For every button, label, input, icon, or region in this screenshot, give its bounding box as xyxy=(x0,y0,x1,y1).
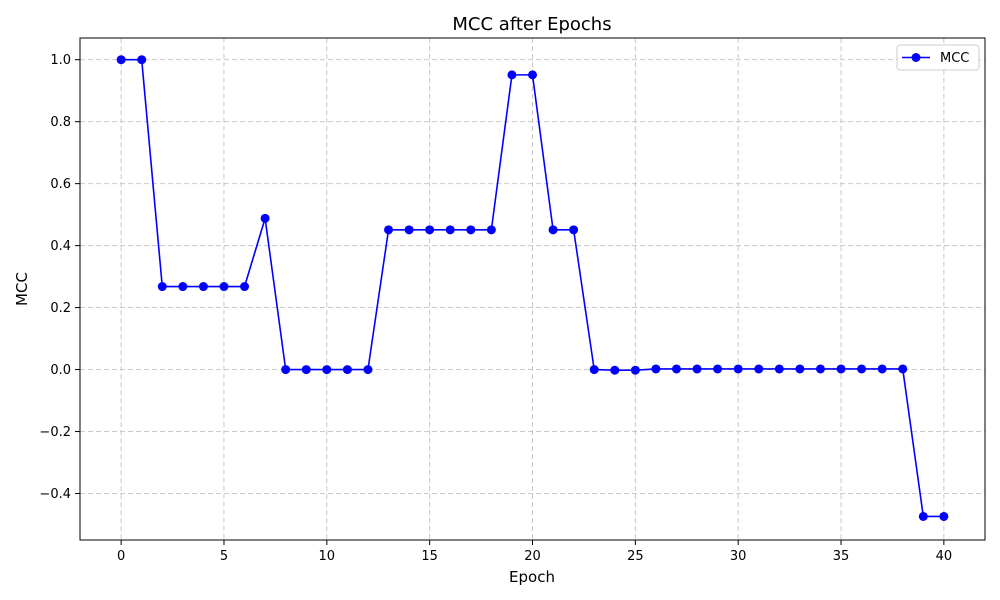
data-point xyxy=(857,364,867,374)
x-tick-label: 5 xyxy=(220,549,228,564)
data-point xyxy=(116,55,126,65)
data-point xyxy=(589,365,599,375)
data-point xyxy=(342,365,352,375)
series-mcc xyxy=(116,55,949,521)
data-point xyxy=(610,365,620,375)
data-point xyxy=(569,225,579,235)
data-point xyxy=(363,365,373,375)
data-point xyxy=(630,365,640,375)
data-point xyxy=(137,55,147,65)
data-point xyxy=(528,70,537,80)
data-point xyxy=(219,282,229,292)
data-point xyxy=(157,282,167,292)
x-tick-label: 30 xyxy=(730,549,747,564)
data-point xyxy=(178,282,188,292)
data-point xyxy=(815,364,825,374)
data-point xyxy=(198,282,208,292)
y-tick-label: 0.2 xyxy=(50,301,71,316)
data-point xyxy=(445,225,455,235)
data-point xyxy=(713,364,723,374)
data-point xyxy=(754,364,764,374)
x-tick-label: 20 xyxy=(524,549,541,564)
data-point xyxy=(425,225,435,235)
legend-label-mcc: MCC xyxy=(940,51,969,66)
chart-title: MCC after Epochs xyxy=(452,14,611,35)
x-tick-label: 15 xyxy=(421,549,438,564)
y-axis-label: MCC xyxy=(13,272,31,306)
data-point xyxy=(322,365,332,375)
data-point xyxy=(836,364,846,374)
data-point xyxy=(404,225,414,235)
x-tick-label: 25 xyxy=(627,549,644,564)
y-tick-label: 0.6 xyxy=(50,177,71,192)
y-tick-label: 0.4 xyxy=(50,239,71,254)
legend-marker-mcc xyxy=(911,53,921,62)
axis-ticks: 0 5 10 15 20 25 30 35 40 −0.4 −0.2 0.0 0.2 0.4 0.6 0.8 1… xyxy=(39,53,952,564)
data-point xyxy=(486,225,496,235)
data-point xyxy=(651,364,661,374)
y-tick-label: 0.0 xyxy=(50,363,71,378)
data-point xyxy=(281,365,291,375)
data-point xyxy=(898,364,908,374)
data-point xyxy=(795,364,805,374)
x-tick-label: 35 xyxy=(833,549,850,564)
plot-frame xyxy=(79,37,986,541)
data-point xyxy=(548,225,558,235)
x-axis-label: Epoch xyxy=(509,568,555,586)
data-point xyxy=(774,364,784,374)
data-point xyxy=(301,365,311,375)
data-point xyxy=(692,364,702,374)
x-tick-label: 10 xyxy=(319,549,336,564)
y-tick-label: 1.0 xyxy=(50,53,71,68)
legend: MCC xyxy=(896,44,980,71)
data-point xyxy=(507,70,517,80)
data-point xyxy=(939,511,949,521)
data-point xyxy=(733,364,743,374)
data-point xyxy=(260,213,270,223)
legend-box xyxy=(896,44,980,71)
x-tick-label: 0 xyxy=(117,549,125,564)
y-tick-label: −0.2 xyxy=(39,425,71,440)
grid xyxy=(80,38,985,540)
y-tick-label: 0.8 xyxy=(50,115,71,130)
data-point xyxy=(671,364,681,374)
data-point xyxy=(240,282,250,292)
data-point xyxy=(466,225,476,235)
data-point xyxy=(918,511,928,521)
x-tick-label: 40 xyxy=(936,549,953,564)
data-point xyxy=(877,364,887,374)
data-point xyxy=(384,225,394,235)
y-tick-label: −0.4 xyxy=(39,487,71,502)
